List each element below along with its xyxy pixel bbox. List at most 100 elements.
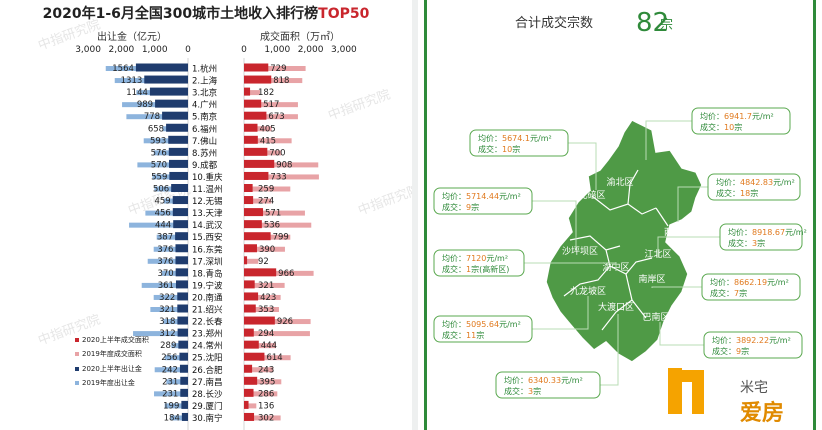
area-2019-bar: [244, 174, 319, 180]
area-value-label: 444: [261, 341, 277, 351]
area-2020-bar: [244, 376, 258, 385]
income-2020-bar: [166, 123, 188, 132]
income-value-label: 242: [162, 365, 178, 375]
area-2020-bar: [244, 328, 254, 337]
callout-count: 成交：3宗: [728, 238, 765, 248]
area-2020-bar: [244, 111, 267, 120]
area-2019-bar: [244, 78, 303, 84]
area-value-label: 353: [258, 305, 274, 315]
city-label: 5.南京: [192, 112, 217, 123]
income-value-label: 289: [160, 341, 176, 351]
income-axis-tick: 0: [185, 45, 191, 55]
district-label: 巴南区: [642, 311, 669, 323]
brand-logo-bar: [668, 368, 682, 414]
area-2020-bar: [244, 184, 253, 192]
callout-price: 均价：4842.83元/m²: [716, 177, 795, 187]
income-value-label: 658: [148, 124, 164, 134]
city-label: 23.郑州: [192, 329, 223, 340]
callout-count: 成交：3宗: [504, 386, 541, 396]
area-2019-bar: [244, 210, 305, 216]
city-label: 4.广州: [192, 100, 217, 111]
area-value-label: 423: [260, 293, 276, 303]
area-value-label: 733: [270, 172, 286, 182]
area-2020-bar: [244, 196, 254, 205]
area-2019-bar: [244, 258, 259, 264]
area-2020-bar: [244, 87, 251, 96]
income-value-label: 322: [159, 293, 175, 303]
area-2020-bar: [244, 75, 272, 84]
callout-leader: [568, 142, 597, 190]
income-2019-bar: [153, 246, 188, 252]
area-2019-bar: [244, 282, 285, 288]
income-2020-bar: [180, 388, 188, 397]
area-value-label: 390: [259, 245, 275, 255]
callout-box: [701, 273, 801, 301]
callout-leader: [657, 236, 720, 258]
income-2020-bar: [149, 87, 188, 96]
callout-price: 均价：7120元/m²: [442, 253, 508, 263]
area-2020-bar: [244, 364, 253, 373]
income-2020-bar: [180, 376, 188, 385]
panel-divider: [412, 0, 418, 430]
city-label: 12.无锡: [192, 197, 223, 207]
income-value-label: 370: [157, 269, 173, 279]
area-2019-bar: [244, 222, 312, 228]
city-label: 3.北京: [192, 88, 217, 99]
income-2020-bar: [177, 304, 188, 313]
income-value-label: 312: [159, 329, 175, 339]
district-label: 沙坪坝区: [562, 246, 598, 257]
income-value-label: 778: [144, 112, 160, 122]
area-value-label: 294: [258, 329, 274, 339]
area-2020-bar: [244, 208, 264, 217]
income-2020-bar: [168, 147, 188, 156]
callout-box: [433, 249, 525, 277]
area-value-label: 799: [273, 233, 289, 243]
city-label: 9.成都: [192, 160, 218, 171]
district-label: 渝北区: [606, 176, 633, 188]
city-label: 13.天津: [192, 208, 223, 219]
income-value-label: 199: [163, 401, 179, 411]
income-value-label: 376: [157, 257, 173, 267]
income-2020-bar: [173, 220, 188, 229]
area-2019-bar: [244, 126, 272, 132]
callout-leader: [677, 186, 708, 222]
area-2020-bar: [244, 352, 265, 361]
income-value-label: 1564: [112, 64, 134, 74]
city-label: 14.武汉: [192, 220, 223, 231]
city-label: 1.杭州: [192, 64, 217, 75]
area-2019-bar: [244, 367, 274, 373]
legend-label: 2020上半年成交面积: [82, 335, 149, 344]
income-value-label: 321: [159, 305, 175, 315]
callout-box: [433, 315, 533, 343]
area-2019-bar: [244, 294, 281, 300]
callout-leader: [659, 322, 704, 346]
income-value-label: 989: [137, 100, 153, 110]
area-value-label: 614: [266, 353, 282, 363]
area-2019-bar: [244, 391, 278, 397]
area-2020-bar: [244, 268, 277, 277]
callout-leader: [532, 296, 589, 330]
income-2019-bar: [129, 222, 188, 228]
city-label: 30.南宁: [192, 413, 223, 424]
area-axis-tick: 0: [241, 45, 247, 55]
city-label: 6.福州: [192, 124, 217, 135]
legend-swatch: [75, 367, 79, 371]
area-2019-bar: [244, 270, 314, 276]
income-value-label: 1313: [121, 76, 143, 86]
map-frame: [424, 0, 816, 430]
income-2020-bar: [144, 75, 188, 84]
area-axis-tick: 3,000: [331, 45, 357, 55]
area-2019-bar: [244, 307, 279, 312]
district-border: [569, 235, 621, 251]
income-value-label: 444: [155, 221, 171, 231]
city-label: 26.合肥: [192, 365, 223, 376]
area-value-label: 259: [258, 185, 274, 195]
area-value-label: 571: [265, 209, 281, 219]
callout-box: [469, 129, 569, 157]
area-value-label: 136: [258, 401, 274, 411]
title-text: 2020年1-6月全国300城市土地收入排行榜: [43, 5, 318, 22]
area-2019-bar: [244, 90, 260, 96]
area-2019-bar: [244, 114, 298, 120]
income-value-label: 231: [162, 389, 178, 399]
city-label: 11.温州: [192, 184, 223, 195]
